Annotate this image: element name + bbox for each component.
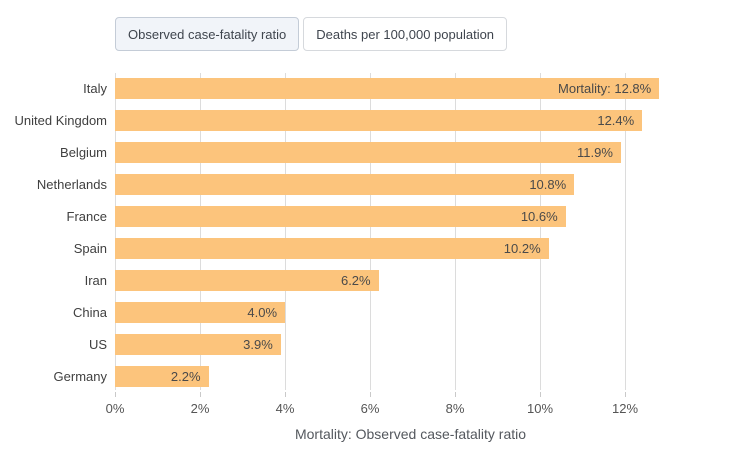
bar-value-label-netherlands: 10.8% [529,176,567,192]
bar-germany[interactable]: 2.2% [115,365,209,387]
bar-row-italy: Italy Mortality: 12.8% [0,72,740,104]
bar-row-spain: Spain 10.2% [0,232,740,264]
bar-row-us: US 3.9% [0,328,740,360]
toggle-deaths-per-100000-population[interactable]: Deaths per 100,000 population [303,17,508,51]
gridline-4- [285,73,286,390]
gridline-10- [540,73,541,390]
bar-value-label-china: 4.0% [247,304,278,320]
x-axis-title: Mortality: Observed case-fatality ratio [294,426,527,442]
bar-spain[interactable]: 10.2% [115,237,549,259]
category-label-netherlands: Netherlands [36,176,107,192]
category-label-united-kingdom: United Kingdom [14,112,108,128]
x-tick-label-8-: 8% [445,401,465,416]
bar-belgium[interactable]: 11.9% [115,141,621,163]
x-tick-mark-0- [115,392,116,397]
x-tick-mark-6- [370,392,371,397]
bar-row-united-kingdom: United Kingdom 12.4% [0,104,740,136]
category-label-us: US [88,336,107,352]
gridline-2- [200,73,201,390]
x-tick-label-4-: 4% [275,401,295,416]
category-label-iran: Iran [84,272,107,288]
gridline-6- [370,73,371,390]
gridline-0- [115,73,116,390]
category-label-belgium: Belgium [60,144,107,160]
bar-value-label-germany: 2.2% [170,368,201,384]
bar-netherlands[interactable]: 10.8% [115,173,575,195]
category-label-france: France [66,208,107,224]
category-label-spain: Spain [73,240,107,256]
x-tick-label-10-: 10% [526,401,554,416]
bar-row-france: France 10.6% [0,200,740,232]
x-tick-mark-12- [625,392,626,397]
bar-italy[interactable]: Mortality: 12.8% [115,77,660,99]
x-tick-mark-4- [285,392,286,397]
bar-united-kingdom[interactable]: 12.4% [115,109,643,131]
category-label-italy: Italy [83,80,107,96]
bar-row-netherlands: Netherlands 10.8% [0,168,740,200]
plot-area [115,72,706,392]
bar-value-label-spain: 10.2% [503,240,541,256]
gridline-8- [455,73,456,390]
x-tick-mark-10- [540,392,541,397]
bar-china[interactable]: 4.0% [115,301,286,323]
x-tick-label-0-: 0% [105,401,125,416]
toggle-observed-case-fatality-ratio[interactable]: Observed case-fatality ratio [115,17,300,51]
bar-value-label-italy: Mortality: 12.8% [558,80,652,96]
bar-value-label-united-kingdom: 12.4% [597,112,635,128]
bar-row-iran: Iran 6.2% [0,264,740,296]
x-tick-mark-2- [200,392,201,397]
bar-value-label-france: 10.6% [520,208,558,224]
category-label-germany: Germany [53,368,107,384]
bar-us[interactable]: 3.9% [115,333,281,355]
bar-france[interactable]: 10.6% [115,205,566,227]
metric-toggle: Observed case-fatality ratio Deaths per … [115,17,508,51]
bar-iran[interactable]: 6.2% [115,269,379,291]
x-tick-mark-8- [455,392,456,397]
bar-row-belgium: Belgium 11.9% [0,136,740,168]
gridline-12- [625,73,626,390]
bar-value-label-belgium: 11.9% [577,144,613,160]
bar-value-label-us: 3.9% [243,336,273,352]
x-axis: 0% 2% 4% 6% 8% 10% 12% [106,392,706,416]
bar-value-label-iran: 6.2% [340,272,371,288]
x-tick-label-2-: 2% [190,401,210,416]
x-tick-label-6-: 6% [360,401,380,416]
bar-row-germany: Germany 2.2% [0,360,740,392]
x-tick-label-12-: 12% [611,401,639,416]
category-label-china: China [73,304,107,320]
bar-row-china: China 4.0% [0,296,740,328]
